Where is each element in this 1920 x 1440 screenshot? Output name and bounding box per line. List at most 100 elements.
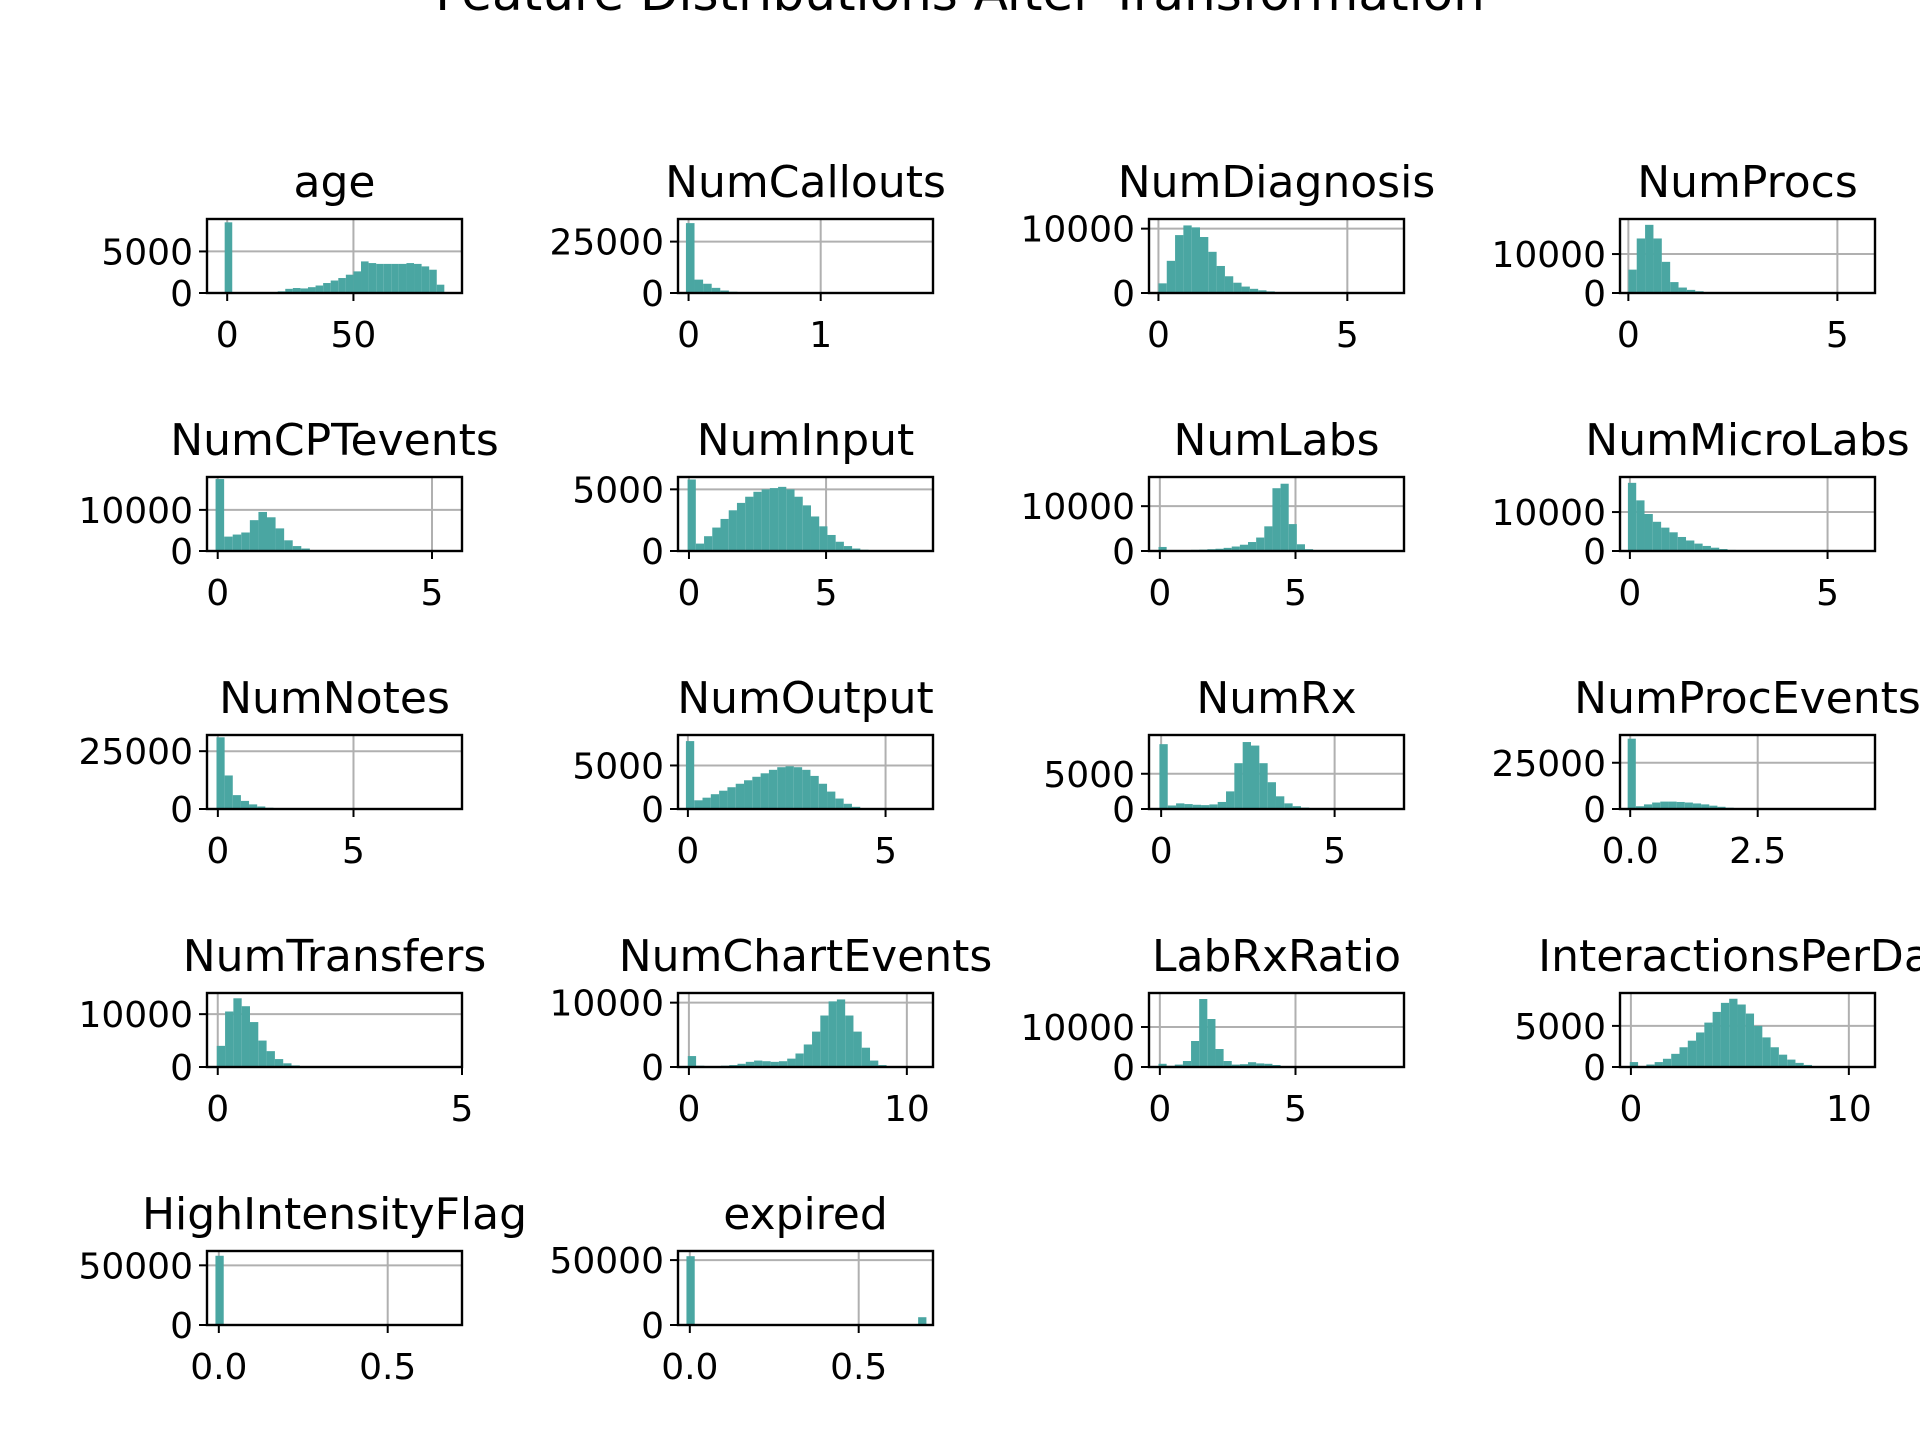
histogram-bar (361, 261, 369, 293)
histogram-bar (1660, 801, 1669, 809)
histogram-bar (267, 517, 276, 551)
histogram-bar (794, 496, 803, 551)
x-tick-label: 5 (451, 1089, 474, 1130)
histogram-bar (1249, 288, 1259, 293)
y-tick-label: 0 (1583, 1048, 1606, 1089)
y-tick-label: 0 (641, 274, 664, 315)
axes-frame (1618, 217, 1877, 295)
histogram-bar (307, 287, 316, 293)
histogram-bar (1661, 261, 1671, 293)
histogram-bar (1646, 1064, 1655, 1067)
histogram-bar (1216, 265, 1225, 293)
histogram-bar (754, 1060, 763, 1067)
histogram-bar (1627, 482, 1637, 551)
x-tick-label: 5 (1284, 573, 1307, 614)
subplot-title: NumProcs (1637, 157, 1858, 208)
y-tick-label: 50000 (549, 1241, 664, 1282)
histogram-bar (737, 1063, 746, 1067)
histogram-bar (1183, 225, 1192, 293)
histogram-bar (1280, 483, 1289, 551)
histogram-bar (368, 263, 377, 293)
histogram-bar (1167, 805, 1177, 809)
histogram-bar (845, 1015, 854, 1067)
histogram-bar (1778, 1054, 1788, 1067)
axes-frame (1147, 991, 1406, 1069)
histogram-bar (1207, 1019, 1216, 1067)
y-tick-label: 10000 (1491, 235, 1606, 276)
axes-frame (676, 217, 935, 295)
y-tick-label: 0 (641, 1306, 664, 1347)
histogram-bar (777, 767, 786, 809)
histogram-bar (1248, 1062, 1257, 1067)
x-tick-label: 0 (1619, 1089, 1642, 1130)
histogram-bar (694, 279, 704, 293)
histogram-bar (769, 488, 779, 551)
histogram-bar (1627, 738, 1636, 809)
histogram-bar (274, 1059, 284, 1067)
histogram-bar (1679, 1047, 1688, 1067)
histogram-bar (1636, 238, 1646, 293)
histogram-bar (1687, 1040, 1697, 1067)
histogram-bar (1182, 1061, 1192, 1067)
histogram-bar (810, 516, 820, 551)
histogram-bar (719, 790, 728, 809)
y-tick-label: 0 (170, 1306, 193, 1347)
histogram-bar (1652, 521, 1662, 551)
histogram-bar (406, 263, 415, 293)
histogram-bar (1762, 1037, 1771, 1067)
y-tick-label: 25000 (1491, 744, 1606, 785)
histogram-bar (735, 783, 745, 809)
x-tick-label: 5 (1816, 573, 1839, 614)
histogram-bar (853, 1031, 862, 1067)
histogram-bar (1636, 500, 1645, 551)
histogram-bar (1702, 545, 1711, 551)
histogram-bar (1158, 283, 1167, 293)
figure-title: Feature Distributions After Transformati… (435, 0, 1485, 22)
histogram-bar (249, 1022, 259, 1067)
histogram-bar (292, 288, 301, 293)
histogram-bar (1678, 287, 1687, 293)
histogram-bar (1158, 546, 1167, 551)
y-tick-label: 0 (641, 790, 664, 831)
histogram-bar (1712, 1011, 1721, 1067)
x-tick-label: 0.5 (830, 1347, 887, 1388)
histogram-bar (1264, 1063, 1273, 1067)
histogram-bar (283, 1063, 292, 1067)
histogram-bar (1224, 276, 1234, 293)
histogram-bar (1654, 1062, 1663, 1067)
x-tick-label: 0 (1148, 573, 1171, 614)
y-tick-label: 5000 (572, 470, 664, 511)
subplot-NumProcEvents: NumProcEvents 0.0 2.5 0 25000 (1491, 673, 1920, 872)
axes-frame (676, 733, 935, 811)
histogram-bar (1686, 540, 1695, 551)
histogram-bar (843, 803, 852, 809)
y-tick-label: 0 (170, 1048, 193, 1089)
histogram-bar (1628, 269, 1637, 293)
histogram-bar (1288, 524, 1297, 551)
histogram-bar (1787, 1059, 1796, 1067)
histogram-bar (778, 1061, 788, 1067)
histogram-bar (762, 1061, 771, 1067)
y-tick-label: 10000 (78, 995, 193, 1036)
subplot-title: NumProcEvents (1574, 673, 1920, 724)
histogram-bar (233, 998, 242, 1067)
histogram-bar (770, 1061, 779, 1067)
histogram-bar (1223, 1061, 1232, 1067)
histogram-bar (215, 479, 225, 551)
histogram-bar (1242, 742, 1251, 809)
histogram-bar (843, 546, 853, 551)
x-tick-label: 0 (216, 315, 239, 356)
subplot-HighIntensityFlag: HighIntensityFlag 0.0 0.5 0 50000 (78, 1189, 527, 1388)
subplot-title: NumRx (1196, 673, 1356, 724)
histogram-bar (225, 1011, 234, 1067)
y-tick-label: 0 (1583, 790, 1606, 831)
x-tick-label: 10 (1826, 1089, 1872, 1130)
subplot-title: NumCallouts (665, 157, 946, 208)
histogram-bar (429, 269, 437, 293)
histogram-bar (1191, 1041, 1200, 1067)
histogram-bar (1241, 286, 1250, 293)
histogram-bar (1259, 763, 1268, 809)
